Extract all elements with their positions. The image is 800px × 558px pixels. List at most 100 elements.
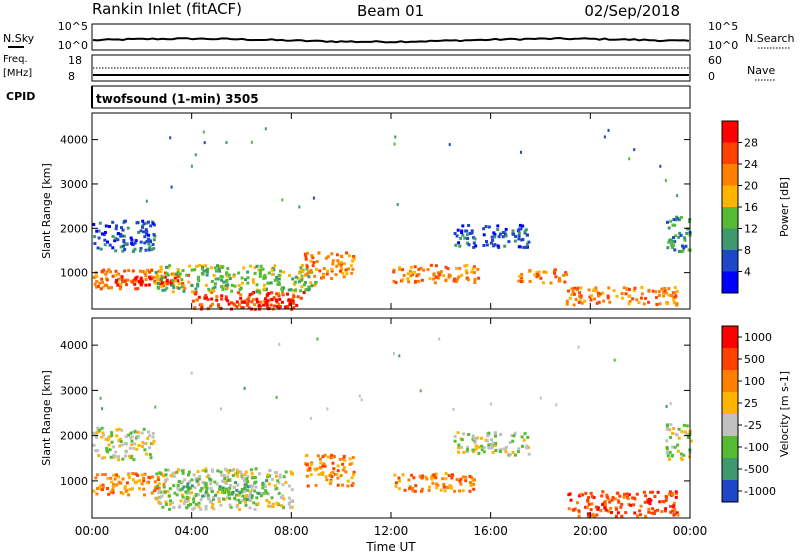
power-cell bbox=[524, 228, 528, 232]
power-cell bbox=[257, 268, 261, 272]
power-cell bbox=[116, 281, 120, 285]
power-cell bbox=[293, 280, 297, 284]
power-cell bbox=[197, 275, 200, 279]
velocity-cell bbox=[275, 474, 278, 478]
x-tick-label: 16:00 bbox=[473, 524, 508, 538]
velocity-cell bbox=[522, 438, 526, 442]
power-cell bbox=[151, 243, 155, 247]
velocity-cell bbox=[186, 488, 190, 492]
power-cell bbox=[465, 233, 469, 237]
velocity-cell bbox=[249, 468, 253, 472]
velocity-cell bbox=[278, 473, 282, 477]
velocity-cell bbox=[674, 495, 678, 499]
velocity-cell bbox=[329, 471, 333, 475]
velocity-cell bbox=[611, 496, 615, 499]
power-cell bbox=[102, 268, 106, 272]
power-cell bbox=[567, 289, 570, 293]
power-colorbar-tick-label: 16 bbox=[744, 201, 758, 214]
power-cell bbox=[133, 282, 137, 286]
velocity-cell bbox=[410, 473, 414, 477]
x-tick-label: 20:00 bbox=[573, 524, 608, 538]
velocity-cell bbox=[651, 490, 655, 494]
power-cell bbox=[114, 269, 118, 273]
velocity-cell bbox=[199, 507, 203, 511]
velocity-cell bbox=[668, 450, 672, 454]
power-cell bbox=[109, 270, 113, 274]
velocity-cell bbox=[112, 473, 116, 477]
power-cell bbox=[448, 143, 451, 147]
power-cell bbox=[139, 240, 143, 244]
velocity-cell bbox=[188, 486, 192, 490]
noise-left-top-tick: 10^5 bbox=[58, 20, 88, 33]
power-cell bbox=[246, 270, 250, 274]
velocity-cell bbox=[231, 490, 235, 494]
power-cell bbox=[401, 278, 405, 282]
power-cell bbox=[671, 223, 675, 227]
velocity-cell bbox=[316, 454, 320, 458]
noise-right-top-tick: 10^5 bbox=[708, 20, 738, 33]
power-cell bbox=[176, 268, 180, 271]
power-cell bbox=[417, 279, 421, 283]
velocity-cell bbox=[127, 476, 131, 480]
power-cell bbox=[261, 267, 265, 271]
power-cell bbox=[140, 280, 144, 284]
power-cell bbox=[580, 301, 584, 305]
velocity-cell bbox=[253, 476, 257, 479]
power-cell bbox=[134, 287, 138, 291]
velocity-cell bbox=[108, 435, 112, 439]
velocity-cell bbox=[192, 500, 196, 504]
power-cell bbox=[406, 272, 410, 276]
velocity-cell bbox=[246, 475, 250, 479]
velocity-cell bbox=[672, 505, 676, 509]
velocity-cell bbox=[490, 438, 493, 442]
power-cell bbox=[281, 289, 285, 293]
velocity-cell bbox=[254, 467, 258, 471]
power-cell bbox=[300, 278, 304, 282]
velocity-cell bbox=[326, 407, 329, 411]
velocity-cell bbox=[233, 472, 237, 476]
power-cell bbox=[587, 288, 591, 292]
power-cells bbox=[92, 127, 692, 311]
velocity-cell bbox=[644, 494, 648, 498]
velocity-cell bbox=[586, 498, 590, 502]
power-cell bbox=[265, 303, 269, 307]
velocity-cell bbox=[142, 427, 146, 431]
power-cell bbox=[182, 284, 186, 288]
velocity-cell bbox=[181, 471, 185, 475]
power-colorbar-swatch bbox=[722, 142, 738, 164]
velocity-cell bbox=[201, 480, 205, 484]
power-cell bbox=[501, 235, 505, 239]
velocity-cell bbox=[224, 467, 228, 471]
velocity-cell bbox=[151, 432, 155, 435]
velocity-cell bbox=[430, 476, 434, 480]
power-cell bbox=[578, 294, 581, 298]
power-cell bbox=[519, 280, 523, 283]
velocity-cell bbox=[276, 479, 280, 483]
velocity-cell bbox=[181, 495, 185, 499]
power-cell bbox=[455, 277, 459, 281]
power-cell bbox=[246, 276, 250, 280]
power-cell bbox=[452, 279, 456, 283]
power-cell bbox=[170, 283, 174, 287]
velocity-colorbar-frame bbox=[721, 325, 739, 503]
velocity-cell bbox=[336, 476, 340, 480]
power-cell bbox=[105, 270, 109, 274]
power-cell bbox=[232, 302, 236, 306]
power-cell bbox=[131, 250, 135, 253]
power-cell bbox=[429, 263, 433, 267]
velocity-cell bbox=[479, 436, 483, 440]
power-cell bbox=[673, 223, 677, 227]
velocity-cell bbox=[669, 490, 672, 494]
velocity-cell bbox=[403, 488, 407, 492]
velocity-cell bbox=[338, 457, 342, 461]
velocity-cell bbox=[190, 484, 194, 488]
velocity-cell bbox=[539, 396, 542, 400]
power-cell bbox=[281, 198, 284, 202]
power-cell bbox=[236, 291, 240, 295]
velocity-cell bbox=[164, 500, 168, 504]
power-cell bbox=[472, 245, 476, 249]
power-cell bbox=[349, 264, 353, 268]
velocity-cell bbox=[261, 483, 265, 487]
velocity-cell bbox=[514, 453, 517, 457]
velocity-cell bbox=[525, 444, 529, 448]
